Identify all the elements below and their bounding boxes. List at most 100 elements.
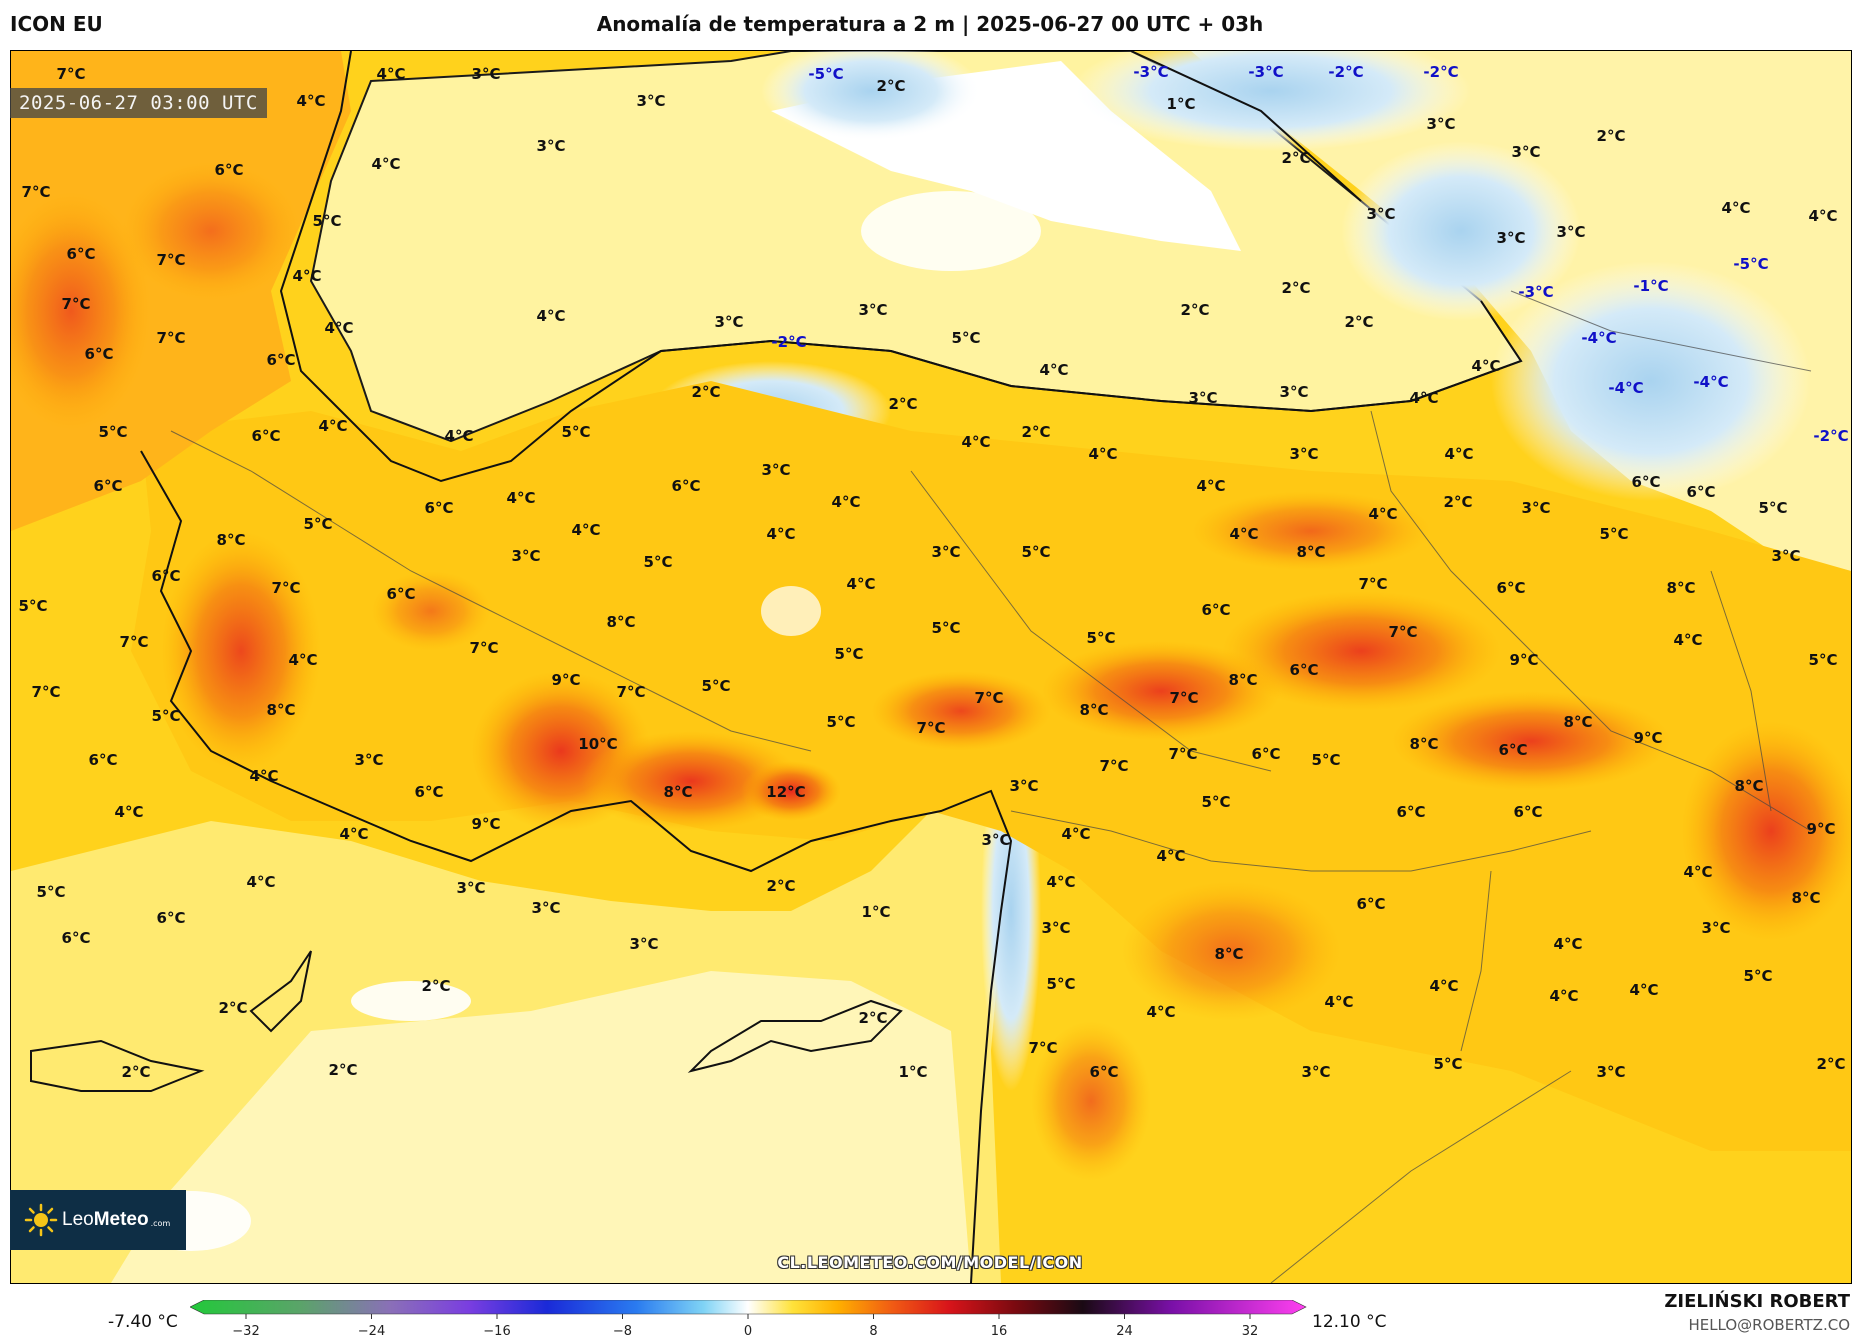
temperature-label: 5°C bbox=[1600, 525, 1629, 543]
temperature-label: 7°C bbox=[157, 251, 186, 269]
temperature-label: 8°C bbox=[607, 613, 636, 631]
temperature-label: 3°C bbox=[1772, 547, 1801, 565]
author-email[interactable]: HELLO@ROBERTZ.CO bbox=[1688, 1316, 1850, 1334]
temperature-label: -2°C bbox=[1328, 63, 1363, 81]
temperature-label: 4°C bbox=[247, 873, 276, 891]
temperature-label: 2°C bbox=[889, 395, 918, 413]
temperature-label: 7°C bbox=[62, 295, 91, 313]
temperature-label: -4°C bbox=[1693, 373, 1728, 391]
temperature-label: 3°C bbox=[637, 92, 666, 110]
leometeo-logo[interactable]: LeoMeteo .com bbox=[10, 1190, 186, 1250]
temperature-label: 7°C bbox=[617, 683, 646, 701]
temperature-label: 8°C bbox=[664, 783, 693, 801]
temperature-label: 2°C bbox=[692, 383, 721, 401]
temperature-label: 6°C bbox=[1499, 741, 1528, 759]
temperature-label: 4°C bbox=[847, 575, 876, 593]
temperature-label: 5°C bbox=[1434, 1055, 1463, 1073]
temperature-label: 6°C bbox=[94, 477, 123, 495]
temperature-label: 2°C bbox=[122, 1063, 151, 1081]
temperature-label: 4°C bbox=[250, 767, 279, 785]
temperature-label: 2°C bbox=[1282, 149, 1311, 167]
temperature-label: 8°C bbox=[1080, 701, 1109, 719]
temperature-label: -5°C bbox=[808, 65, 843, 83]
temperature-label: 3°C bbox=[1367, 205, 1396, 223]
temperature-label: 7°C bbox=[1359, 575, 1388, 593]
temperature-label: 4°C bbox=[319, 417, 348, 435]
colorbar-tick-label: 8 bbox=[869, 1324, 877, 1339]
temperature-label: 4°C bbox=[1445, 445, 1474, 463]
author-name: ZIELIŃSKI ROBERT bbox=[1664, 1291, 1850, 1312]
temperature-label: 7°C bbox=[917, 719, 946, 737]
temperature-anomaly-map[interactable]: 7°C 4°C 3°C 4°C 3°C -5°C 2°C -3°C -3°C -2°C -2°C 1°… bbox=[10, 50, 1852, 1284]
temperature-label: 4°C bbox=[1325, 993, 1354, 1011]
temperature-label: 3°C bbox=[512, 547, 541, 565]
temperature-label: 5°C bbox=[304, 515, 333, 533]
temperature-label: 3°C bbox=[1042, 919, 1071, 937]
temperature-label: 6°C bbox=[85, 345, 114, 363]
temperature-label: 8°C bbox=[1792, 889, 1821, 907]
model-name: ICON EU bbox=[10, 12, 103, 36]
map-title: Anomalía de temperatura a 2 m | 2025-06-… bbox=[596, 12, 1264, 36]
temperature-label: 2°C bbox=[1444, 493, 1473, 511]
temperature-label: -4°C bbox=[1581, 329, 1616, 347]
temperature-label: 3°C bbox=[932, 543, 961, 561]
temperature-label: 6°C bbox=[1687, 483, 1716, 501]
temperature-label: -4°C bbox=[1608, 379, 1643, 397]
temperature-label: 3°C bbox=[1290, 445, 1319, 463]
temperature-label: 2°C bbox=[1282, 279, 1311, 297]
temperature-label: 8°C bbox=[1667, 579, 1696, 597]
colorbar-tick-label: 16 bbox=[991, 1324, 1008, 1339]
temperature-label: 8°C bbox=[1229, 671, 1258, 689]
sun-icon bbox=[24, 1203, 58, 1237]
temperature-label: 3°C bbox=[1522, 499, 1551, 517]
temperature-label: 2°C bbox=[219, 999, 248, 1017]
colorbar-max-label: 12.10 °C bbox=[1312, 1312, 1387, 1332]
temperature-label: -1°C bbox=[1633, 277, 1668, 295]
temperature-label: 6°C bbox=[1357, 895, 1386, 913]
temperature-label: 4°C bbox=[445, 427, 474, 445]
temperature-label: 5°C bbox=[313, 212, 342, 230]
temperature-label: 4°C bbox=[1410, 389, 1439, 407]
temperature-label: 3°C bbox=[1189, 389, 1218, 407]
temperature-label: 4°C bbox=[1047, 873, 1076, 891]
temperature-label: 1°C bbox=[1167, 95, 1196, 113]
temperature-label: 4°C bbox=[1369, 505, 1398, 523]
colorbar-tick-label: −32 bbox=[232, 1324, 259, 1339]
temperature-label: 6°C bbox=[89, 751, 118, 769]
temperature-label: 7°C bbox=[272, 579, 301, 597]
temperature-label: 4°C bbox=[1674, 631, 1703, 649]
temperature-label: 6°C bbox=[1290, 661, 1319, 679]
colorbar-tick-label: −8 bbox=[613, 1324, 632, 1339]
coastlines bbox=[30, 51, 1523, 1283]
temperature-label: 4°C bbox=[832, 493, 861, 511]
temperature-label: 8°C bbox=[1410, 735, 1439, 753]
temperature-label: 9°C bbox=[552, 671, 581, 689]
temperature-label: 3°C bbox=[630, 935, 659, 953]
temperature-label: 8°C bbox=[217, 531, 246, 549]
temperature-label: 3°C bbox=[1702, 919, 1731, 937]
temperature-label: 7°C bbox=[57, 65, 86, 83]
temperature-label: 8°C bbox=[1564, 713, 1593, 731]
temperature-label: 2°C bbox=[1022, 423, 1051, 441]
temperature-label: 3°C bbox=[355, 751, 384, 769]
temperature-label: 5°C bbox=[835, 645, 864, 663]
temperature-label: 5°C bbox=[99, 423, 128, 441]
temperature-label: 4°C bbox=[1630, 981, 1659, 999]
temperature-label: 9°C bbox=[472, 815, 501, 833]
valid-time-badge: 2025-06-27 03:00 UTC bbox=[10, 88, 267, 118]
temperature-label: 5°C bbox=[1312, 751, 1341, 769]
temperature-label: 4°C bbox=[1089, 445, 1118, 463]
temperature-label: 4°C bbox=[1722, 199, 1751, 217]
temperature-label: 6°C bbox=[1514, 803, 1543, 821]
temperature-label: 4°C bbox=[1197, 477, 1226, 495]
temperature-label: 4°C bbox=[962, 433, 991, 451]
map-canvas: 7°C 4°C 3°C 4°C 3°C -5°C 2°C -3°C -3°C -2°C -2°C 1°… bbox=[11, 51, 1851, 1283]
logo-text: LeoMeteo bbox=[62, 1209, 149, 1230]
temperature-label: 3°C bbox=[532, 899, 561, 917]
temperature-label: 4°C bbox=[1550, 987, 1579, 1005]
temperature-label: 3°C bbox=[715, 313, 744, 331]
temperature-label: 3°C bbox=[762, 461, 791, 479]
temperature-label: 4°C bbox=[537, 307, 566, 325]
temperature-label: 2°C bbox=[422, 977, 451, 995]
temperature-label: 4°C bbox=[1554, 935, 1583, 953]
